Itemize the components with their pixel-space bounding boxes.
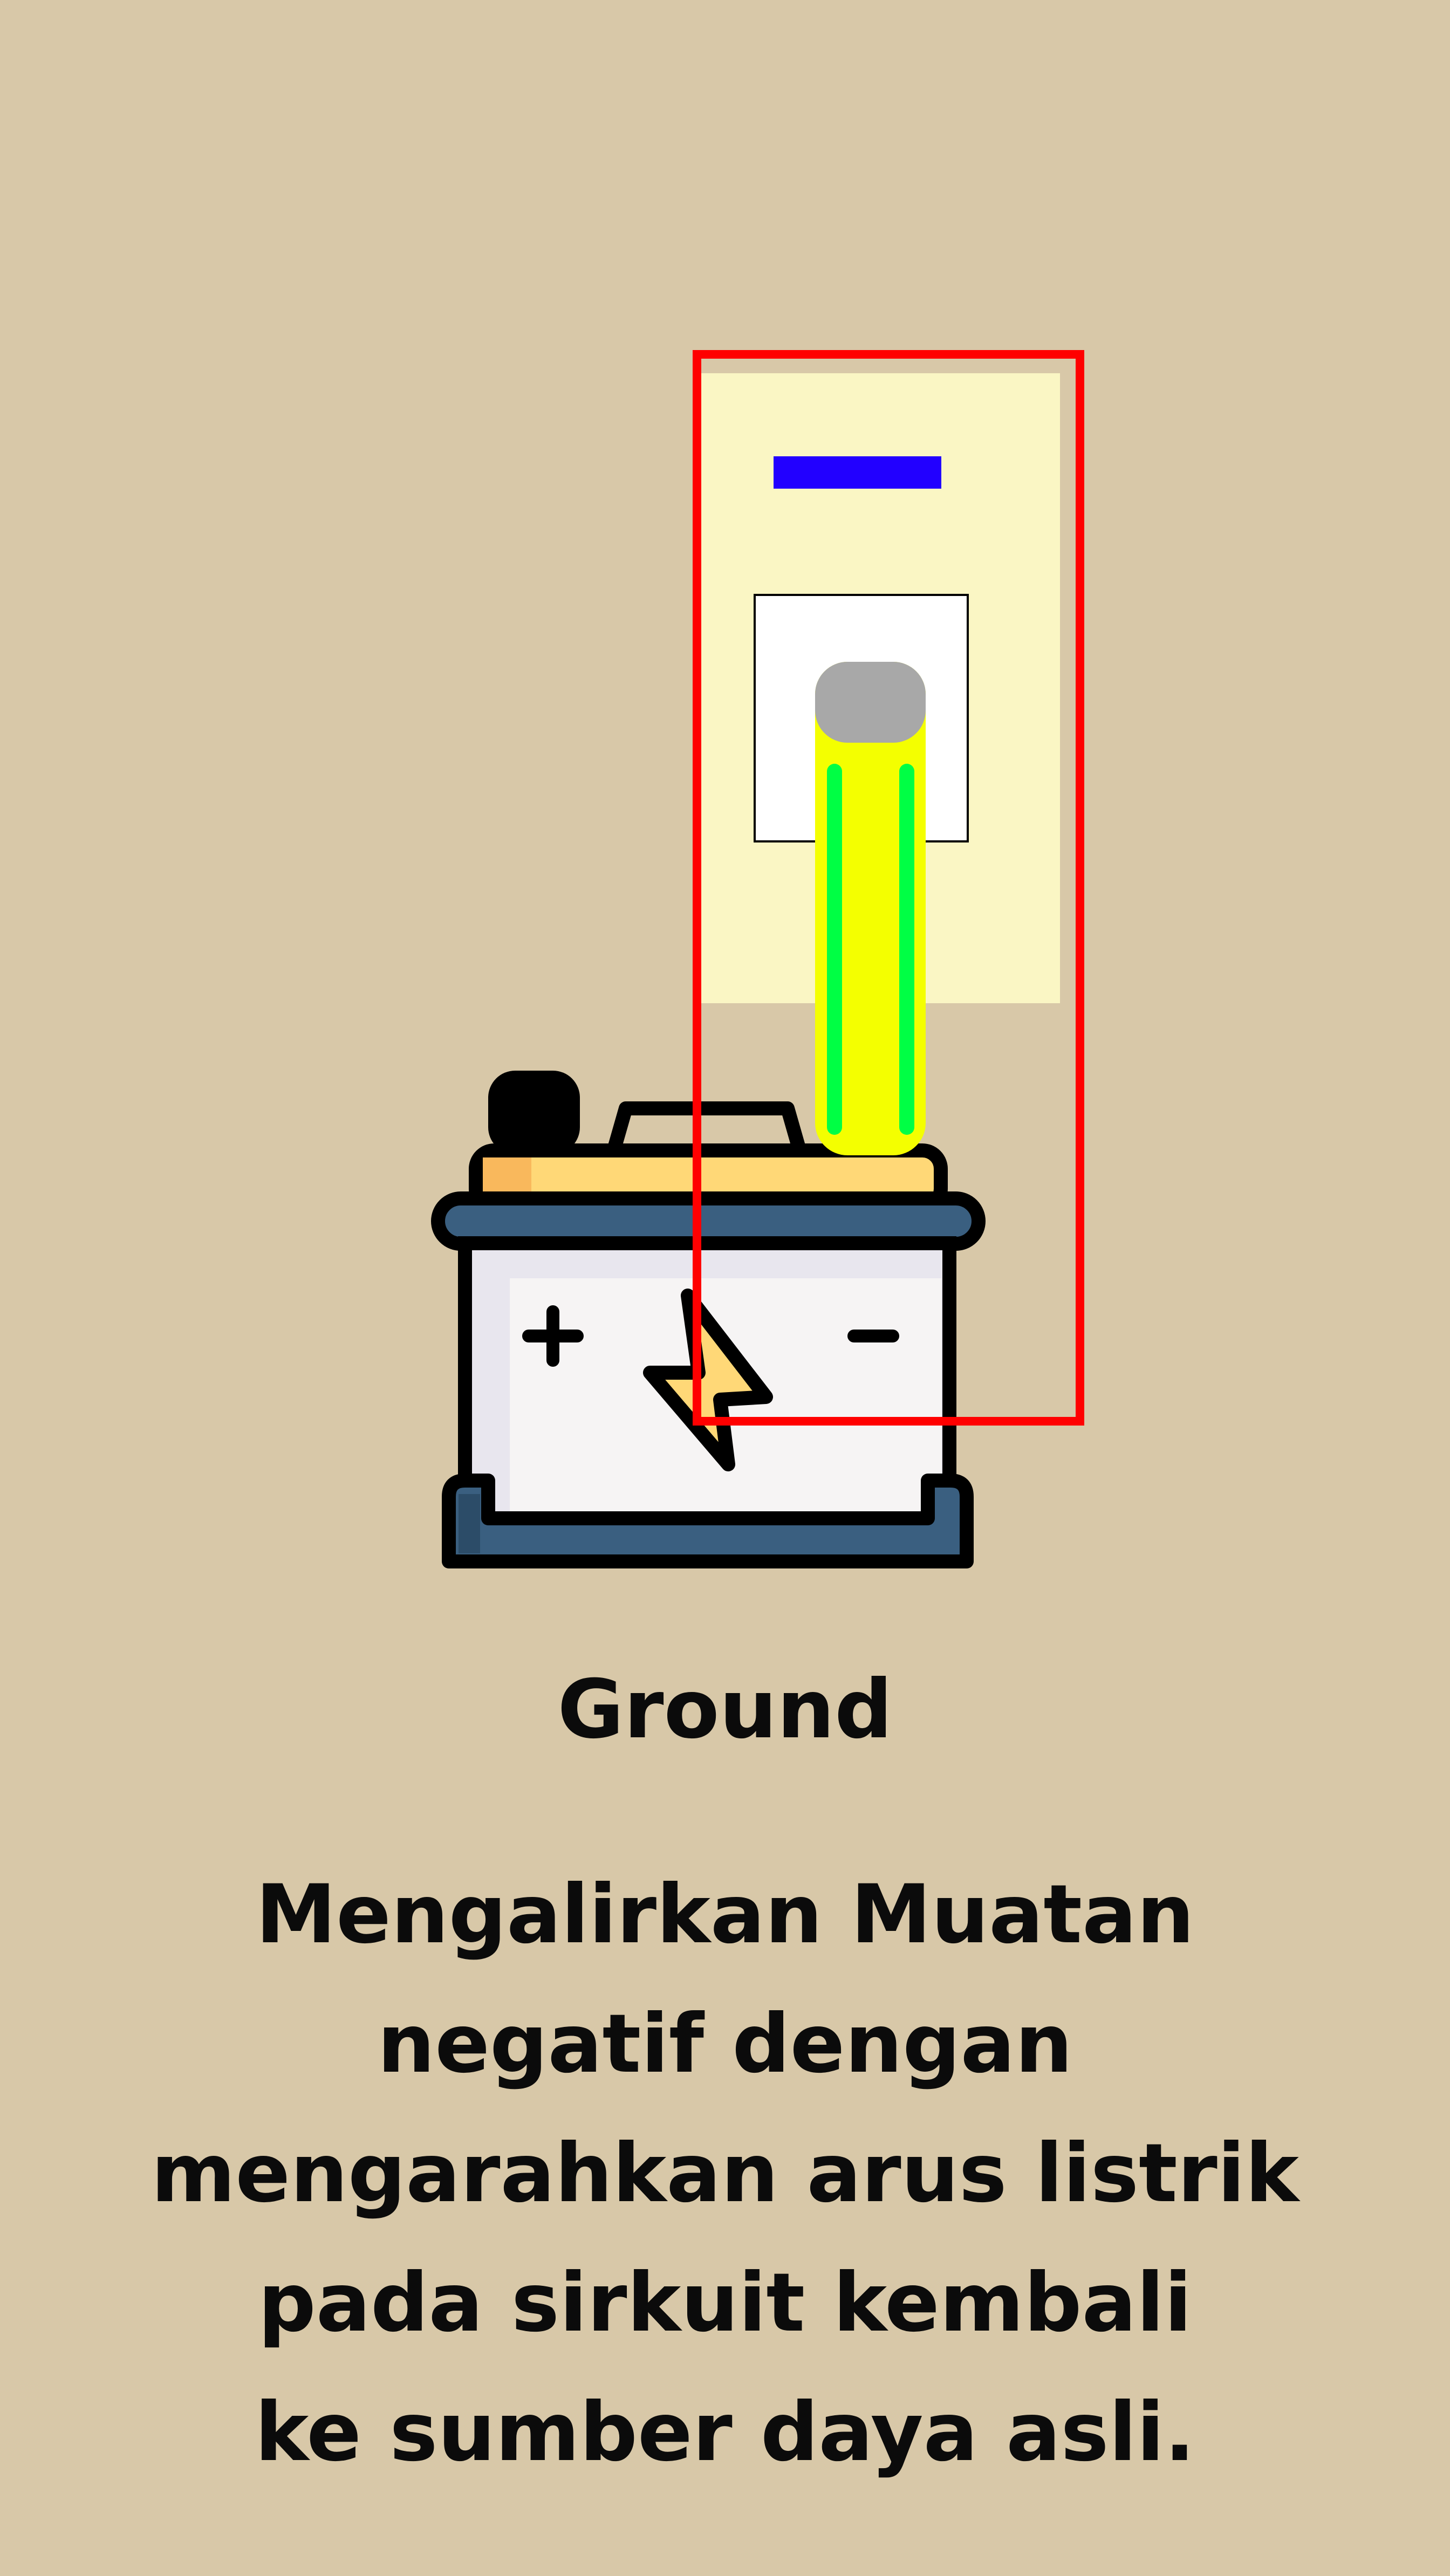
description-line: Mengalirkan Muatan	[255, 1868, 1195, 1962]
negative-marker-icon	[774, 456, 941, 489]
highlight-box	[693, 350, 1084, 1426]
description-line: mengarahkan arus listrik	[151, 2127, 1299, 2221]
description: Mengalirkan Muatan negatif dengan mengar…	[0, 1850, 1450, 2497]
page-title: Ground	[557, 1663, 893, 1757]
description-line: negatif dengan	[377, 1997, 1073, 2091]
description-line: pada sirkuit kembali	[258, 2256, 1192, 2350]
positive-terminal-icon	[522, 1305, 584, 1367]
battery-icon	[431, 1071, 986, 1568]
ground-probe-icon	[815, 662, 926, 1155]
description-line: ke sumber daya asli.	[255, 2386, 1195, 2479]
ground-illustration	[431, 350, 1084, 1568]
